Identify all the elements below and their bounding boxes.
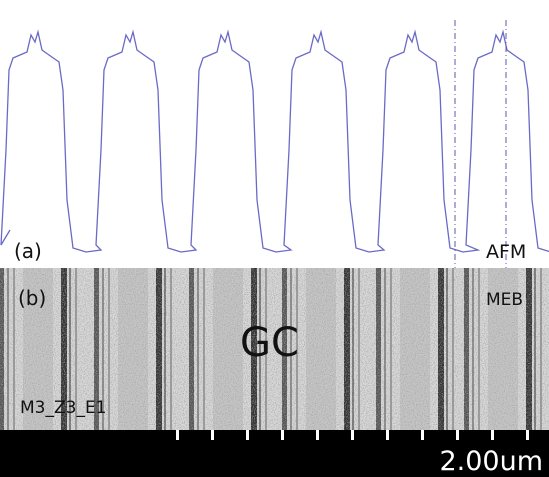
scale-tick — [456, 430, 459, 440]
sample-label: M3_Z3_E1 — [20, 398, 107, 418]
afm-profile — [0, 29, 549, 253]
scale-tick — [351, 430, 354, 440]
scale-tick — [316, 430, 319, 440]
scale-tick — [281, 430, 284, 440]
scale-tick — [176, 430, 179, 440]
sem-noise — [0, 268, 549, 430]
scale-label: 2.00um — [439, 446, 543, 477]
panel-label: (a) — [14, 239, 42, 263]
scale-ticks — [176, 430, 529, 440]
afm-profile-group — [0, 29, 549, 253]
panel-label: (b) — [18, 286, 46, 310]
scale-tick — [246, 430, 249, 440]
afm-panel — [0, 0, 549, 268]
scale-tick — [386, 430, 389, 440]
region-label: GC — [240, 320, 299, 366]
panel-tag: AFM — [486, 241, 526, 263]
panel-tag: MEB — [486, 290, 523, 310]
scale-tick — [526, 430, 529, 440]
scale-tick — [491, 430, 494, 440]
scale-tick — [211, 430, 214, 440]
scale-tick — [421, 430, 424, 440]
